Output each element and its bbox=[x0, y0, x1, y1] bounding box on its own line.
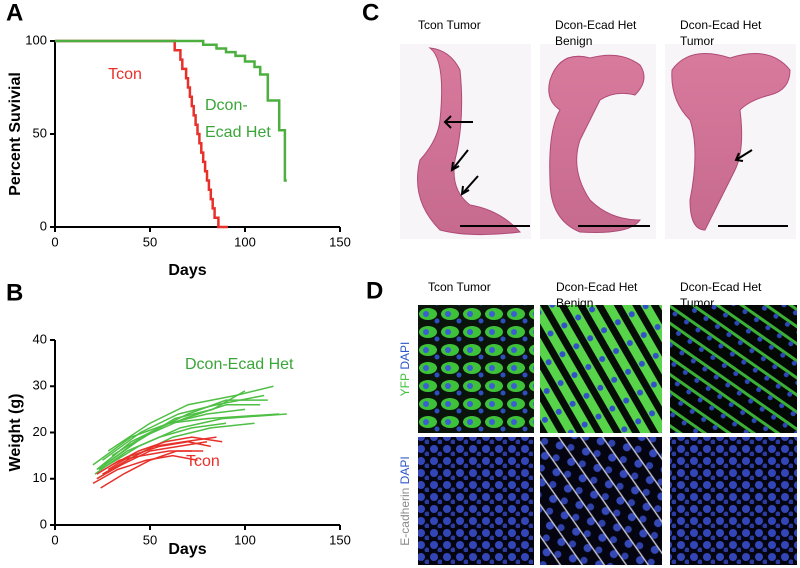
x-tick-label: 0 bbox=[51, 234, 58, 249]
x-tick-label: 150 bbox=[329, 532, 351, 547]
weight-curve bbox=[96, 441, 208, 480]
annotation: Tcon bbox=[186, 453, 220, 470]
arrow bbox=[734, 149, 753, 162]
column-label: Dcon-Ecad Het bbox=[556, 280, 638, 294]
y-axis-label: Percent Suvivial bbox=[7, 72, 24, 196]
y-tick-label: 20 bbox=[33, 424, 47, 439]
weight-curve bbox=[94, 422, 227, 475]
column-label: Tumor bbox=[680, 296, 714, 310]
image bbox=[670, 305, 797, 433]
survival-curve bbox=[55, 39, 287, 182]
image bbox=[670, 437, 797, 565]
weight-curve bbox=[107, 385, 274, 452]
annotation: Dcon- bbox=[205, 97, 248, 114]
y-tick-label: 50 bbox=[33, 125, 47, 140]
x-tick-label: 50 bbox=[143, 234, 157, 249]
image bbox=[418, 305, 534, 433]
y-tick-label: 10 bbox=[33, 470, 47, 485]
row-label-word: DAPI bbox=[398, 456, 412, 484]
y-tick-label: 30 bbox=[33, 378, 47, 393]
panel-label: A bbox=[6, 0, 23, 26]
image bbox=[540, 305, 662, 433]
y-tick-label: 40 bbox=[33, 331, 47, 346]
column-label: Tcon Tumor bbox=[428, 280, 491, 294]
column-label: Dcon-Ecad Het bbox=[555, 18, 637, 32]
row-label-word: E-cadherin bbox=[398, 488, 412, 546]
annotation: Ecad Het bbox=[205, 124, 271, 141]
weight-curve bbox=[111, 436, 223, 466]
image bbox=[540, 437, 662, 565]
weight-curve bbox=[98, 390, 246, 471]
survival-curve bbox=[55, 39, 228, 229]
panel-label: C bbox=[362, 0, 379, 26]
x-tick-label: 100 bbox=[234, 532, 256, 547]
row-label-word: YFP bbox=[398, 373, 412, 396]
x-axis-label: Days bbox=[168, 262, 206, 279]
column-label: Benign bbox=[556, 296, 593, 310]
panel-label: B bbox=[6, 279, 23, 306]
image bbox=[418, 437, 534, 565]
weight-curve bbox=[96, 450, 192, 475]
arrow bbox=[443, 115, 473, 129]
column-label: Tumor bbox=[680, 34, 714, 48]
weight-curve bbox=[102, 394, 265, 461]
tissue bbox=[417, 47, 522, 236]
row-label: E-cadherin DAPI bbox=[398, 456, 412, 545]
column-label: Dcon-Ecad Het bbox=[680, 280, 762, 294]
arrow bbox=[460, 175, 479, 196]
annotation: Tcon bbox=[108, 66, 142, 83]
x-axis-label: Days bbox=[168, 541, 206, 558]
x-tick-label: 0 bbox=[51, 532, 58, 547]
row-label: YFP DAPI bbox=[398, 342, 412, 397]
panel-label: D bbox=[366, 277, 383, 304]
weight-curve bbox=[100, 413, 287, 471]
y-tick-label: 0 bbox=[40, 218, 47, 233]
tissue bbox=[671, 53, 791, 231]
column-label: Dcon-Ecad Het bbox=[680, 18, 762, 32]
immunofluorescence-images bbox=[418, 305, 797, 565]
y-axis-label: Weight (g) bbox=[7, 394, 24, 472]
annotation: Dcon-Ecad Het bbox=[185, 356, 294, 373]
x-tick-label: 150 bbox=[329, 234, 351, 249]
column-label: Benign bbox=[555, 34, 592, 48]
tissue bbox=[548, 54, 645, 233]
histology-images bbox=[400, 44, 796, 239]
arrow bbox=[450, 149, 469, 172]
x-tick-label: 50 bbox=[143, 532, 157, 547]
weight-curve bbox=[107, 440, 211, 471]
weight-curve bbox=[92, 454, 198, 485]
row-label-word: DAPI bbox=[398, 342, 412, 370]
x-tick-label: 100 bbox=[234, 234, 256, 249]
y-tick-label: 0 bbox=[40, 516, 47, 531]
y-tick-label: 100 bbox=[25, 32, 47, 47]
column-label: Tcon Tumor bbox=[418, 18, 481, 32]
